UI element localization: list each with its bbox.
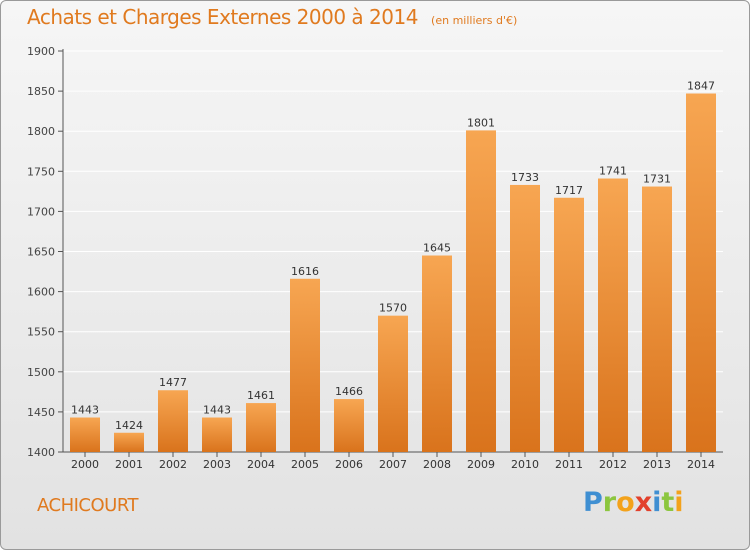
x-tick-label: 2009 xyxy=(467,458,495,471)
logo-letter: i xyxy=(652,487,662,518)
x-tick-label: 2005 xyxy=(291,458,319,471)
bars xyxy=(70,93,716,453)
y-tick-label: 1600 xyxy=(27,286,55,299)
bar-value-label: 1741 xyxy=(599,165,627,178)
bar xyxy=(202,417,232,452)
x-tick-label: 2014 xyxy=(687,458,715,471)
x-tick-label: 2003 xyxy=(203,458,231,471)
bar xyxy=(290,278,320,452)
bar xyxy=(642,186,672,452)
bar-value-label: 1443 xyxy=(203,404,231,417)
bar xyxy=(246,403,276,452)
bar xyxy=(70,417,100,452)
y-tick-label: 1400 xyxy=(27,446,55,459)
data-labels: 1443 1424 1477 1443 1461 1616 1466 1570 1645 1801… xyxy=(71,80,715,432)
bar xyxy=(378,315,408,452)
bar-value-label: 1466 xyxy=(335,385,363,398)
y-tick-label: 1650 xyxy=(27,246,55,259)
x-tick-label: 2012 xyxy=(599,458,627,471)
x-tick-label: 2011 xyxy=(555,458,583,471)
bar-value-label: 1443 xyxy=(71,404,99,417)
x-tick-label: 2001 xyxy=(115,458,143,471)
proxiti-logo: Proxiti xyxy=(583,487,684,518)
bar-value-label: 1731 xyxy=(643,173,671,186)
y-tick-label: 1750 xyxy=(27,165,55,178)
bar xyxy=(510,184,540,452)
logo-letter: o xyxy=(616,487,635,518)
bar-value-label: 1424 xyxy=(115,419,143,432)
logo-letter: r xyxy=(602,487,617,518)
bar xyxy=(466,130,496,452)
x-tick-label: 2008 xyxy=(423,458,451,471)
y-tick-label: 1800 xyxy=(27,125,55,138)
commune-name: ACHICOURT xyxy=(37,495,139,516)
bar-value-label: 1461 xyxy=(247,389,275,402)
x-tick-label: 2004 xyxy=(247,458,275,471)
bar-value-label: 1616 xyxy=(291,265,319,278)
logo-letter: t xyxy=(661,487,675,518)
y-tick-label: 1550 xyxy=(27,326,55,339)
y-tick-label: 1500 xyxy=(27,366,55,379)
bar xyxy=(554,197,584,452)
title-row: Achats et Charges Externes 2000 à 2014 (… xyxy=(27,5,517,29)
x-tick-labels: 2000 2001 2002 2003 2004 2005 2006 2007 2008 2009… xyxy=(71,458,715,471)
x-tick-label: 2002 xyxy=(159,458,187,471)
x-tick-label: 2013 xyxy=(643,458,671,471)
y-tick-label: 1450 xyxy=(27,406,55,419)
bar-value-label: 1801 xyxy=(467,116,495,129)
bar xyxy=(114,432,144,452)
y-tick-label: 1850 xyxy=(27,85,55,98)
bar-value-label: 1847 xyxy=(687,80,715,93)
logo-letter: i xyxy=(674,487,684,518)
x-tick-label: 2010 xyxy=(511,458,539,471)
bar xyxy=(158,390,188,452)
chart-title: Achats et Charges Externes 2000 à 2014 xyxy=(27,5,418,29)
bar xyxy=(686,93,716,453)
bar-value-label: 1733 xyxy=(511,171,539,184)
logo-letter: x xyxy=(634,487,653,518)
x-tick-label: 2006 xyxy=(335,458,363,471)
bar-value-label: 1477 xyxy=(159,376,187,389)
bar xyxy=(334,399,364,452)
x-tick-label: 2000 xyxy=(71,458,99,471)
x-tick-label: 2007 xyxy=(379,458,407,471)
bar-value-label: 1645 xyxy=(423,242,451,255)
y-tick-label: 1900 xyxy=(27,45,55,58)
bar xyxy=(422,255,452,452)
bar-value-label: 1717 xyxy=(555,184,583,197)
y-tick-labels: 1400 1450 1500 1550 1600 1650 1700 1750 1800 1850… xyxy=(27,45,55,459)
bar xyxy=(598,178,628,452)
y-tick-label: 1700 xyxy=(27,205,55,218)
bar-value-label: 1570 xyxy=(379,302,407,315)
logo-letter: P xyxy=(583,487,603,518)
chart-subtitle: (en milliers d'€) xyxy=(431,14,518,27)
